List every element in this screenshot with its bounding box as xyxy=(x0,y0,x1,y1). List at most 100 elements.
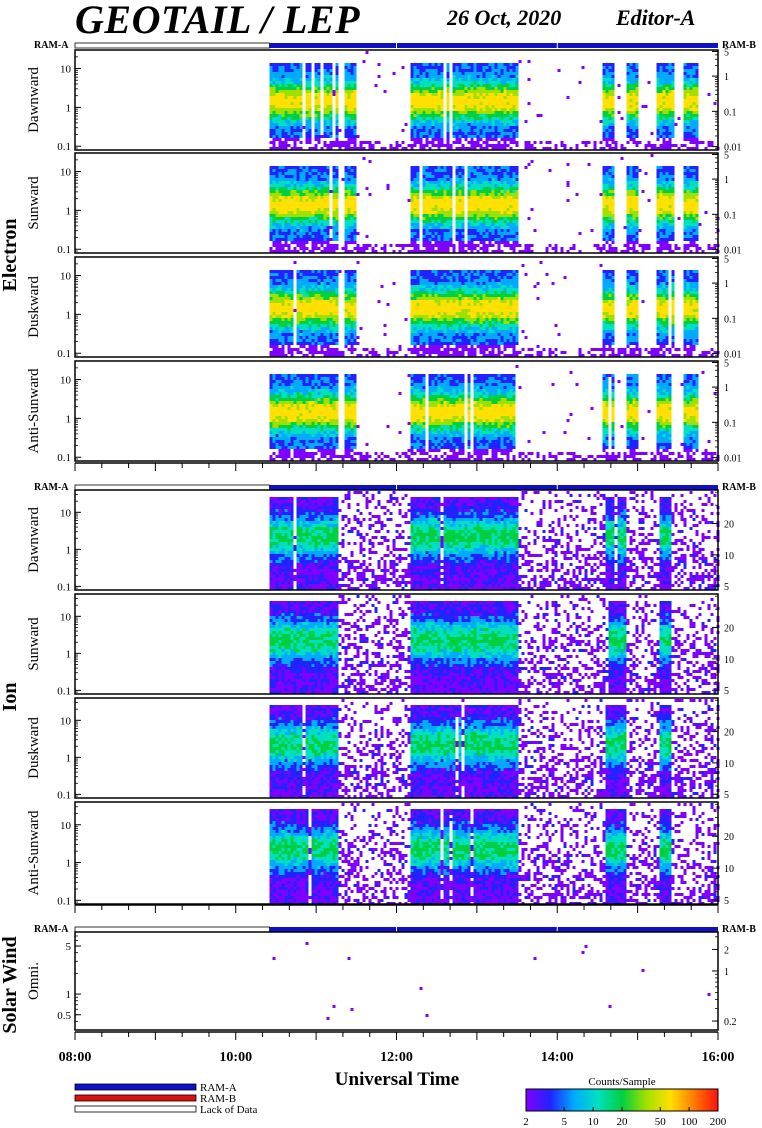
spectrogram-cell xyxy=(434,226,438,229)
spectrogram-cell xyxy=(482,229,486,232)
spectrogram-cell xyxy=(293,187,297,190)
spectrogram-cell xyxy=(299,276,303,279)
spectrogram-cell xyxy=(500,147,504,150)
spectrogram-cell xyxy=(656,196,660,199)
spectrogram-cell xyxy=(335,226,339,229)
spectrogram-cell xyxy=(275,354,279,357)
spectrogram-cell xyxy=(320,202,324,205)
spectrogram-cell xyxy=(296,184,300,187)
spectrogram-cell xyxy=(308,217,312,220)
spectrogram-cell xyxy=(605,232,609,235)
spectrogram-cell xyxy=(455,223,459,226)
spectrogram-cell xyxy=(668,123,672,126)
spectrogram-cell xyxy=(491,117,495,120)
spectrogram-cell xyxy=(281,132,285,135)
spectrogram-cell xyxy=(299,226,303,229)
spectrogram-cell xyxy=(443,229,447,232)
spectrogram-cell xyxy=(359,144,363,147)
spectrogram-cell xyxy=(485,196,489,199)
spectrogram-cell xyxy=(683,190,687,193)
spectrogram-cell xyxy=(419,105,423,108)
spectrogram-cell xyxy=(305,273,309,276)
spectrogram-cell xyxy=(284,235,288,238)
spectrogram-cell xyxy=(470,81,474,84)
spectrogram-cell xyxy=(299,339,303,342)
spectrogram-cell xyxy=(665,99,669,102)
spectrogram-cell xyxy=(689,223,693,226)
spectrogram-cell xyxy=(353,220,357,223)
spectrogram-cell xyxy=(665,238,669,241)
spectrogram-cell xyxy=(686,66,690,69)
spectrogram-cell xyxy=(503,214,507,217)
spectrogram-cell xyxy=(668,75,672,78)
spectrogram-cell xyxy=(305,120,309,123)
spectrogram-cell xyxy=(488,111,492,114)
spectrogram-cell xyxy=(638,229,642,232)
spectrogram-cell xyxy=(269,273,273,276)
spectrogram-cell xyxy=(506,211,510,214)
spectrogram-cell xyxy=(473,96,477,99)
spectrogram-cell xyxy=(668,105,672,108)
spectrogram-cell xyxy=(278,90,282,93)
spectrogram-cell xyxy=(686,111,690,114)
spectrogram-cell xyxy=(683,69,687,72)
spectrogram-cell xyxy=(344,108,348,111)
spectrogram-cell xyxy=(437,205,441,208)
spectrogram-cell xyxy=(287,105,291,108)
spectrogram-cell xyxy=(269,229,273,232)
spectrogram-cell xyxy=(284,223,288,226)
spectrogram-cell xyxy=(347,250,351,253)
spectrogram-cell xyxy=(476,123,480,126)
spectrogram-cell xyxy=(635,81,639,84)
spectrogram-cell xyxy=(302,345,306,348)
spectrogram-cell xyxy=(380,147,384,150)
spectrogram-cell xyxy=(410,181,414,184)
spectrogram-cell xyxy=(317,241,321,244)
spectrogram-cell xyxy=(446,117,450,120)
spectrogram-cell xyxy=(284,238,288,241)
spectrogram-cell xyxy=(437,238,441,241)
spectrogram-cell xyxy=(272,114,276,117)
spectrogram-cell xyxy=(650,147,654,150)
spectrogram-cell xyxy=(695,105,699,108)
spectrogram-cell xyxy=(608,196,612,199)
spectrogram-cell xyxy=(416,126,420,129)
spectrogram-cell xyxy=(275,96,279,99)
spectrogram-cell xyxy=(659,117,663,120)
spectrogram-cell xyxy=(683,187,687,190)
spectrogram-cell xyxy=(431,141,435,144)
spectrogram-cell xyxy=(476,196,480,199)
spectrogram-cell xyxy=(608,175,612,178)
spectrogram-cell xyxy=(428,84,432,87)
spectrogram-cell xyxy=(662,229,666,232)
spectrogram-cell xyxy=(686,108,690,111)
spectrogram-cell xyxy=(407,199,411,202)
spectrogram-cell xyxy=(305,117,309,120)
spectrogram-cell xyxy=(314,90,318,93)
spectrogram-cell xyxy=(446,138,450,141)
spectrogram-cell xyxy=(344,93,348,96)
spectrogram-cell xyxy=(515,87,519,90)
spectrogram-cell xyxy=(317,217,321,220)
spectrogram-cell xyxy=(302,166,306,169)
spectrogram-cell xyxy=(698,141,702,144)
spectrogram-cell xyxy=(425,235,429,238)
spectrogram-cell xyxy=(458,217,462,220)
spectrogram-cell xyxy=(290,348,294,351)
spectrogram-cell xyxy=(275,306,279,309)
spectrogram-cell xyxy=(689,244,693,247)
spectrogram-cell xyxy=(440,93,444,96)
spectrogram-cell xyxy=(431,229,435,232)
spectrogram-cell xyxy=(497,175,501,178)
spectrogram-cell xyxy=(371,247,375,250)
spectrogram-cell xyxy=(485,214,489,217)
spectrogram-cell xyxy=(302,273,306,276)
spectrogram-cell xyxy=(464,135,468,138)
spectrogram-cell xyxy=(272,181,276,184)
spectrogram-cell xyxy=(353,211,357,214)
spectrogram-cell xyxy=(632,214,636,217)
spectrogram-cell xyxy=(335,166,339,169)
spectrogram-cell xyxy=(302,226,306,229)
spectrogram-cell xyxy=(413,205,417,208)
spectrogram-cell xyxy=(464,132,468,135)
